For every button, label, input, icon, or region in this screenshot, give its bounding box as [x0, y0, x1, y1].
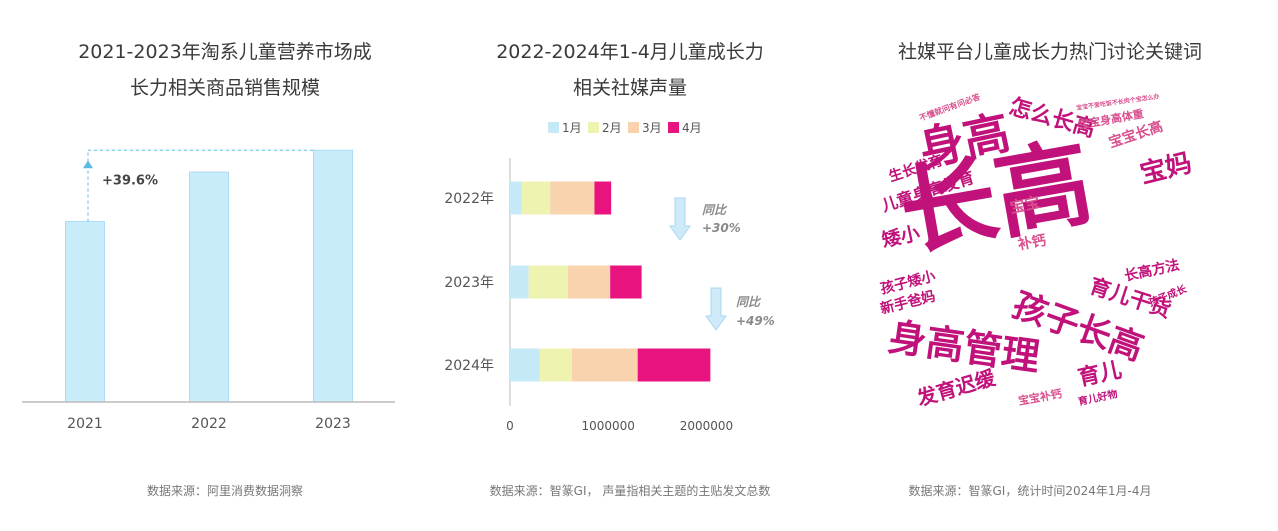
bar-2022: [189, 171, 229, 403]
yoy-annotation-1: 同比 +30%: [702, 203, 741, 235]
word-baobao-buaichifan: 宝宝不爱吃饭不长肉个宝怎么办: [1075, 93, 1161, 112]
yoy-annotation-2: 同比 +49%: [736, 295, 775, 328]
yoy1-value: +30%: [702, 221, 741, 235]
panel2-title-line2: 相关社媒声量: [572, 77, 687, 99]
legend-label-4月: 4月: [682, 121, 702, 135]
bar-2021: [65, 221, 105, 403]
bar-2023年-2月: [528, 265, 568, 299]
bar-2022年-3月: [550, 181, 595, 215]
y-tick-2023年: 2023年: [444, 275, 494, 291]
panel2-title: 2022-2024年1-4月儿童成长力 相关社媒声量: [440, 34, 820, 106]
word-fayu-chihuan: 发育迟缓: [914, 365, 998, 411]
growth-label: +39.6%: [102, 173, 158, 188]
panel3-source: 数据来源：智篆GI，统计时间2024年1月-4月: [908, 484, 1152, 498]
y-tick-2022年: 2022年: [444, 191, 494, 207]
bar-2022年-4月: [594, 181, 612, 215]
x-tick-1000000: 1000000: [581, 419, 634, 433]
bar-2024年-4月: [637, 348, 711, 382]
panel2-title-line1: 2022-2024年1-4月儿童成长力: [496, 41, 764, 63]
sales-bar-chart: 2021 2022 2023 +39.6%: [22, 149, 395, 432]
word-yuer-haowu: 育儿好物: [1077, 388, 1119, 409]
panel1-title-line2: 长力相关商品销售规模: [129, 77, 320, 99]
legend-swatch-1月: [548, 122, 559, 133]
legend-label-2月: 2月: [602, 121, 622, 135]
yoy-arrow-1: [669, 197, 691, 241]
panel3-title: 社媒平台儿童成长力热门讨论关键词: [897, 41, 1202, 63]
panel1-title: 2021-2023年淘系儿童营养市场成 长力相关商品销售规模: [30, 34, 420, 106]
word-yuer: 育儿: [1075, 357, 1125, 392]
keyword-cloud: 长高 身高 身高管理 孩子长高 怎么长高 宝妈 育儿干货 育儿 发育迟缓 儿童身…: [860, 92, 1216, 422]
yoy2-label: 同比: [736, 295, 762, 309]
legend-swatch-4月: [668, 122, 679, 133]
bar-2023年-4月: [610, 265, 642, 299]
x-tick-2022: 2022: [191, 416, 227, 432]
x-tick-2000000: 2000000: [680, 419, 733, 433]
bar-2022年-1月: [510, 181, 522, 215]
word-baoma: 宝妈: [1137, 148, 1195, 190]
growth-arrow-head: [83, 160, 93, 169]
bar-2024年-1月: [510, 348, 540, 382]
legend-swatch-2月: [588, 122, 599, 133]
x-tick-2023: 2023: [315, 416, 351, 432]
panel1-source: 数据来源：阿里消费数据洞察: [146, 484, 303, 498]
y-tick-2024年: 2024年: [444, 358, 494, 374]
bar-2023年-1月: [510, 265, 529, 299]
panel1-title-line1: 2021-2023年淘系儿童营养市场成: [78, 41, 372, 63]
yoy-arrow-2: [705, 287, 727, 331]
panel2-source: 数据来源：智篆GI， 声量指相关主题的主贴发文总数: [489, 484, 771, 498]
legend-label-3月: 3月: [642, 121, 662, 135]
x-tick-2021: 2021: [67, 416, 103, 432]
bar-2023年-3月: [567, 265, 611, 299]
yoy1-label: 同比: [702, 203, 728, 217]
bar-2023: [313, 149, 353, 403]
yoy2-value: +49%: [736, 314, 775, 328]
bar-2024年-3月: [571, 348, 638, 382]
word-zhanggao-fangfa: 长高方法: [1122, 257, 1182, 285]
legend-swatch-3月: [628, 122, 639, 133]
x-tick-0: 0: [506, 419, 514, 433]
legend-label-1月: 1月: [562, 121, 582, 135]
word-baobao-bugai: 宝宝补钙: [1017, 387, 1063, 408]
volume-stacked-bar-chart: 同比 +30% 同比 +49% 1月 2月 3月 4月 0 1000000 2000000 2…: [444, 121, 775, 433]
word-bugai: 补钙: [1016, 232, 1048, 254]
bar-2022年-2月: [521, 181, 551, 215]
bar-2024年-2月: [539, 348, 572, 382]
